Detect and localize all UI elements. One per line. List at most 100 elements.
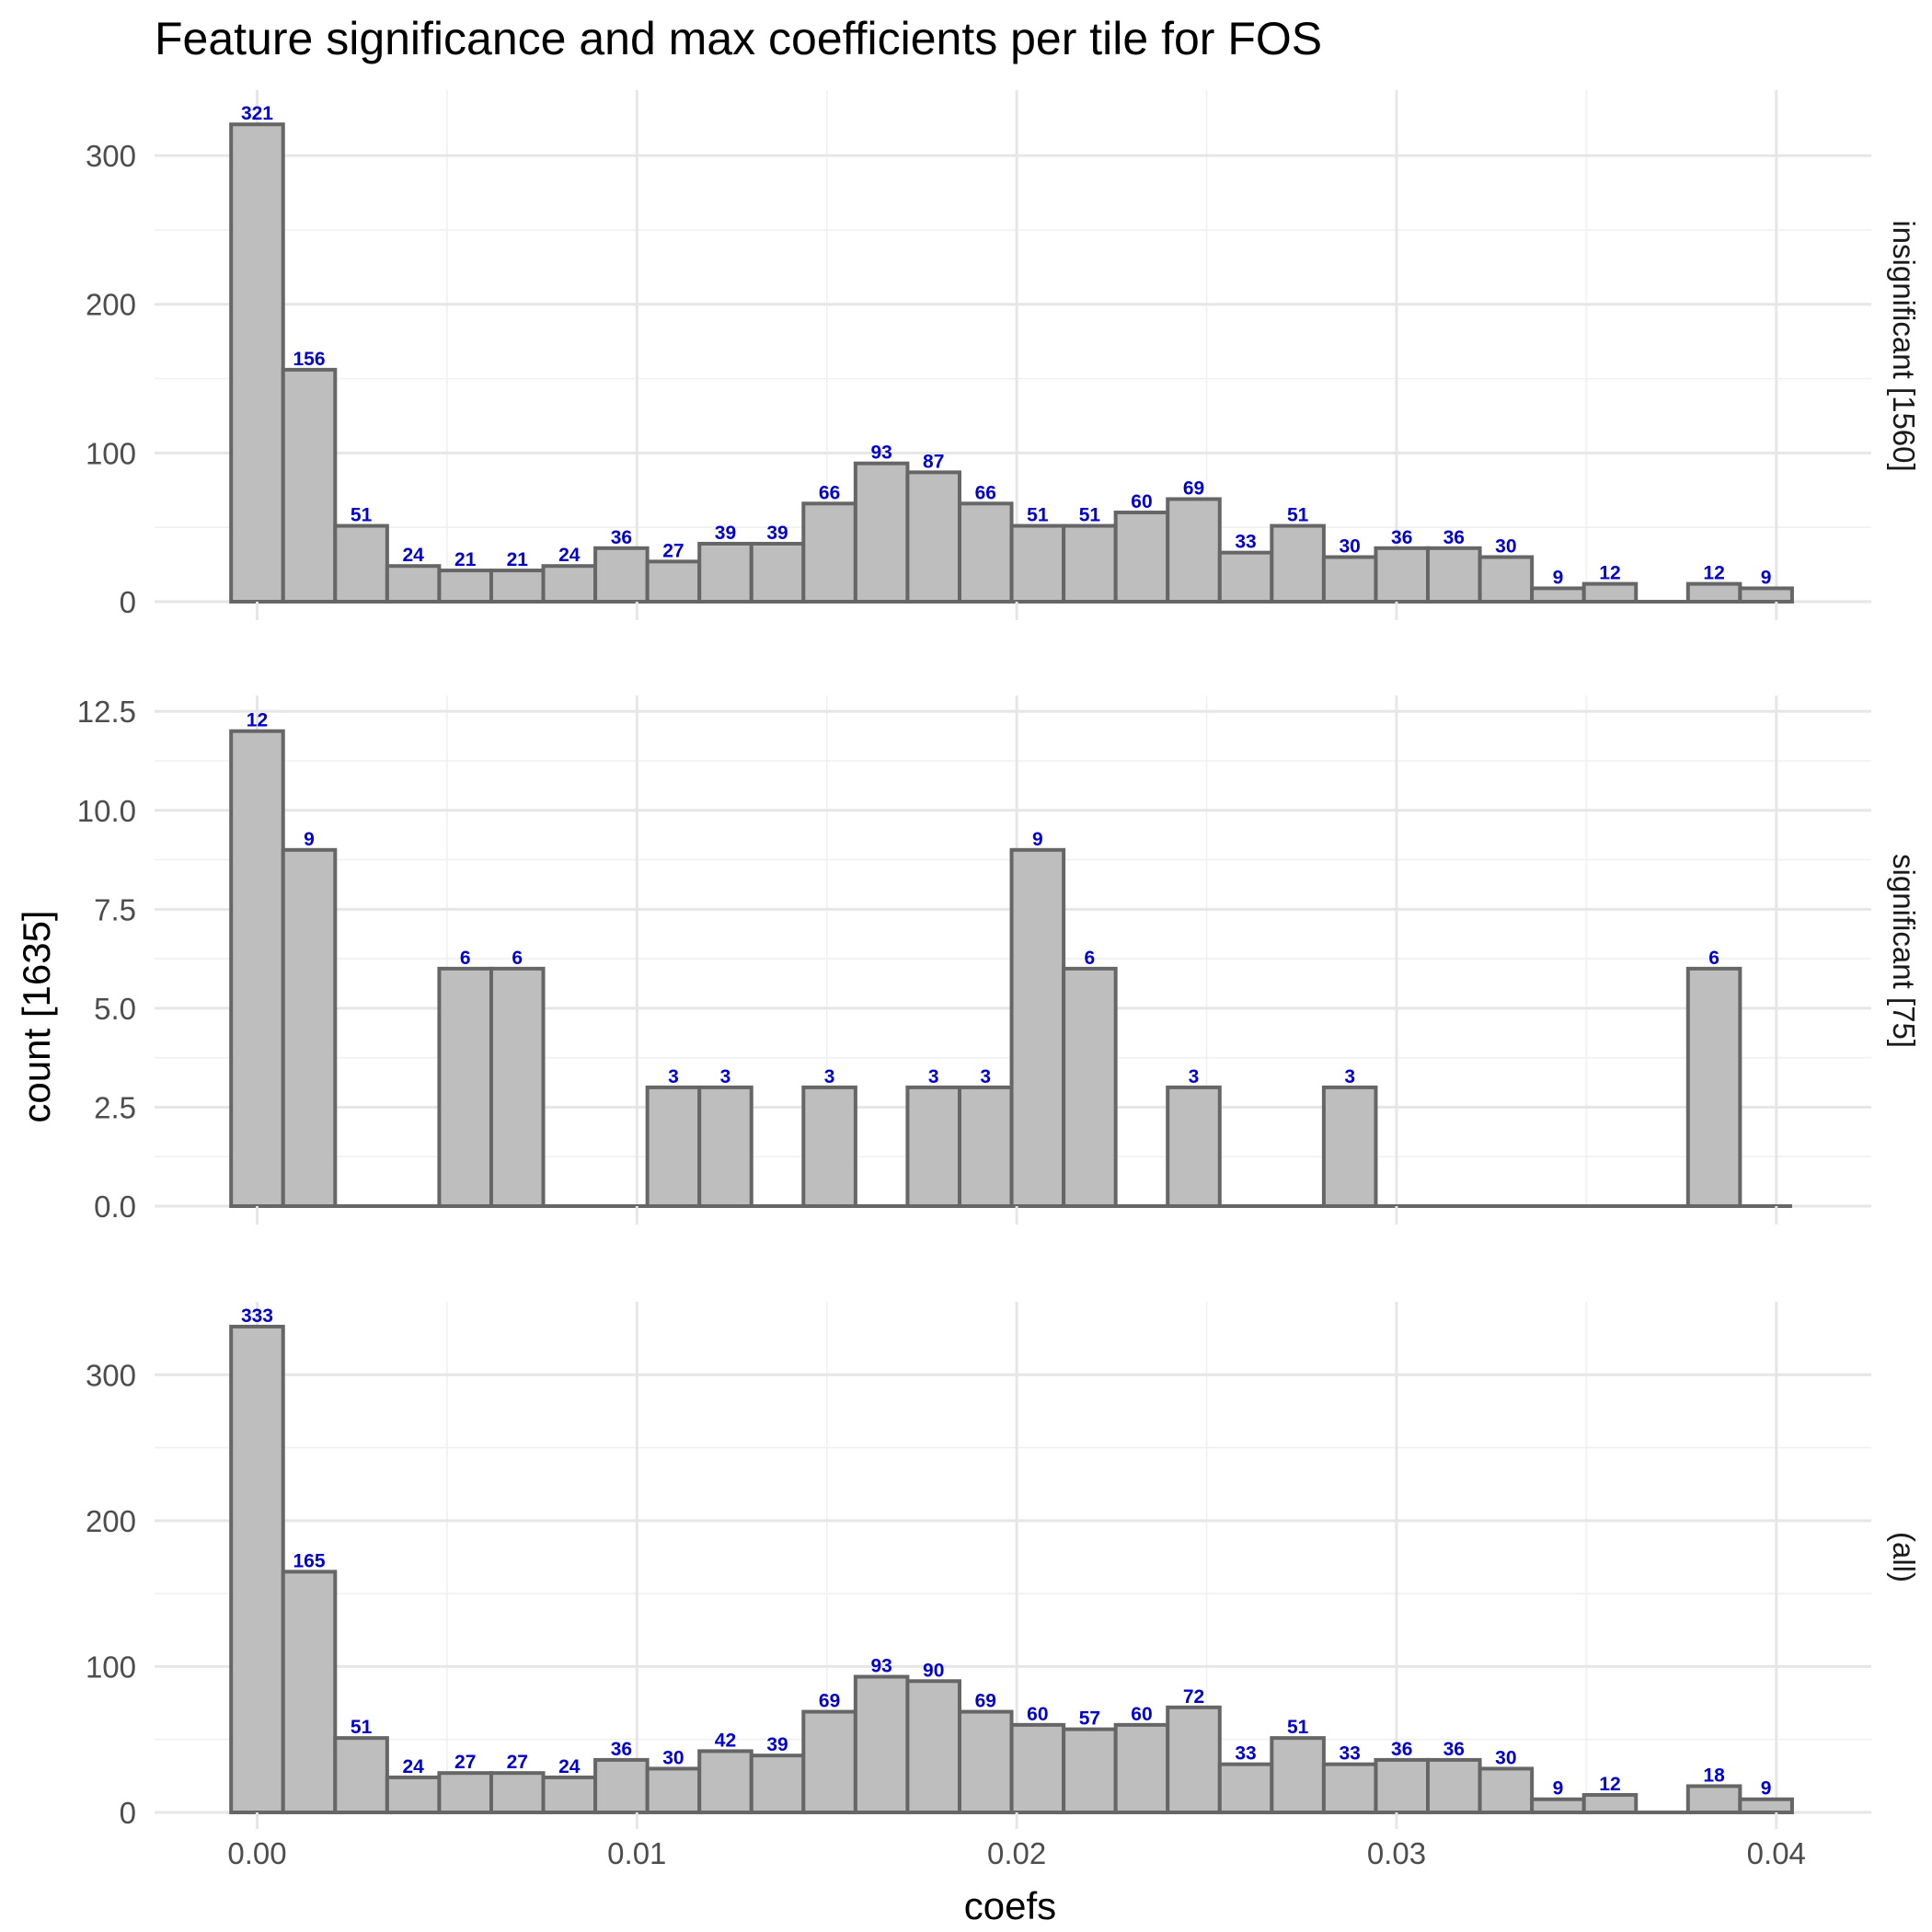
bar-value-label: 33 <box>1235 532 1256 553</box>
bar-value-label: 24 <box>402 1756 424 1777</box>
bar-value-label: 30 <box>1495 536 1516 558</box>
bar-value-label: 90 <box>923 1660 944 1681</box>
bar-value-label: 51 <box>351 505 373 526</box>
bar-value-label: 18 <box>1703 1765 1725 1786</box>
histogram-bar <box>229 122 285 604</box>
histogram-bar <box>489 1771 546 1814</box>
y-tick-label: 300 <box>86 1358 136 1392</box>
histogram-bar <box>1113 1722 1170 1815</box>
histogram-bar <box>1738 586 1794 604</box>
bar-value-label: 21 <box>507 549 529 570</box>
bar-value-label: 165 <box>293 1550 325 1571</box>
histogram-bar <box>281 1570 338 1815</box>
histogram-bar <box>281 847 338 1208</box>
histogram-bar <box>1166 497 1222 604</box>
histogram-bar <box>1166 1705 1222 1815</box>
bar-value-label: 51 <box>1027 505 1049 526</box>
histogram-bar <box>1581 1792 1639 1815</box>
bar-value-label: 51 <box>1287 505 1309 526</box>
bar-value-label: 72 <box>1183 1686 1204 1708</box>
histogram-bar <box>333 523 389 604</box>
histogram-bar <box>1062 966 1118 1208</box>
histogram-bar <box>385 564 442 604</box>
bar-value-label: 24 <box>402 545 424 566</box>
bar-value-label: 24 <box>558 545 581 566</box>
bar-value-label: 9 <box>304 829 315 850</box>
histogram-bar <box>1009 847 1066 1208</box>
bar-value-label: 60 <box>1131 1704 1152 1725</box>
histogram-bar <box>489 569 546 604</box>
bar-value-label: 36 <box>611 527 632 548</box>
bar-value-label: 3 <box>668 1066 679 1087</box>
bar-value-label: 60 <box>1131 491 1152 512</box>
bar-value-label: 6 <box>1708 948 1719 969</box>
bar-value-label: 3 <box>1189 1066 1200 1087</box>
y-tick-label: 200 <box>86 288 136 322</box>
bar-value-label: 51 <box>1287 1717 1309 1738</box>
bar-value-label: 321 <box>241 103 273 124</box>
histogram-bar <box>1426 546 1482 604</box>
bar-value-label: 39 <box>766 1734 788 1755</box>
bar-value-label: 6 <box>1085 948 1096 969</box>
histogram-bar <box>697 1085 753 1208</box>
bar-value-label: 36 <box>1391 527 1412 548</box>
histogram-bar <box>801 1085 857 1208</box>
bar-value-label: 87 <box>923 451 944 472</box>
histogram-bar <box>1321 555 1378 604</box>
bar-value-label: 21 <box>454 549 477 570</box>
bar-value-label: 69 <box>819 1691 840 1712</box>
y-tick-label: 12.5 <box>77 695 136 729</box>
y-tick-label: 7.5 <box>94 892 136 926</box>
histogram-bar <box>229 729 285 1208</box>
bar-value-label: 27 <box>454 1752 476 1773</box>
bar-value-label: 39 <box>766 523 788 544</box>
bar-value-label: 51 <box>351 1717 373 1738</box>
panel-3: 0 100 200 300 333 165 51 24 27 27 24 36 30 42 39 69 93 90… <box>86 1302 1921 1830</box>
chart-title: Feature significance and max coefficient… <box>155 13 1322 64</box>
bar-value-label: 12 <box>247 710 268 731</box>
bar-value-label: 3 <box>980 1066 991 1087</box>
histogram-bar <box>385 1775 442 1815</box>
histogram-bar <box>801 501 857 604</box>
bar-value-label: 12 <box>1599 1774 1620 1795</box>
histogram-bar <box>749 1754 806 1814</box>
histogram-bar <box>1270 523 1326 604</box>
histogram-bar <box>957 501 1014 604</box>
bar-value-label: 12 <box>1599 563 1620 584</box>
histogram-bar <box>749 541 806 604</box>
bar-value-label: 66 <box>819 482 840 503</box>
y-axis-title: count [1635] <box>15 910 58 1122</box>
bar-value-label: 6 <box>512 948 523 969</box>
histogram-bar <box>905 470 961 604</box>
x-axis-title: coefs <box>964 1884 1056 1927</box>
histogram-bar <box>645 559 702 604</box>
bar-value-label: 36 <box>1443 527 1465 548</box>
x-tick-label: 0.04 <box>1747 1836 1806 1870</box>
histogram-bar <box>1738 1797 1794 1814</box>
histogram-bar <box>1581 581 1639 604</box>
histogram-bar <box>437 569 493 604</box>
facet-strip-label: insignificant [1560] <box>1887 220 1921 471</box>
y-tick-label: 100 <box>86 436 136 470</box>
histogram-bar <box>489 966 546 1208</box>
bar-value-label: 60 <box>1027 1704 1048 1725</box>
histogram-bar <box>1217 1762 1274 1814</box>
bar-value-label: 3 <box>720 1066 731 1087</box>
bar-value-label: 93 <box>870 443 891 464</box>
histogram-bar <box>281 367 338 604</box>
x-tick-label: 0.02 <box>987 1836 1046 1870</box>
bar-value-label: 3 <box>1344 1066 1355 1087</box>
bar-value-label: 66 <box>975 482 996 503</box>
bar-value-label: 9 <box>1032 829 1043 850</box>
histogram-bar <box>541 564 598 604</box>
histogram-bar <box>1217 550 1274 604</box>
histogram-bar <box>437 1771 493 1814</box>
histogram-bar <box>593 546 650 604</box>
bar-value-label: 3 <box>928 1066 939 1087</box>
bar-value-label: 36 <box>1391 1739 1412 1760</box>
histogram-bar <box>697 1749 753 1815</box>
bar-value-label: 36 <box>1443 1739 1465 1760</box>
y-tick-label: 100 <box>86 1650 136 1684</box>
bar-value-label: 9 <box>1553 567 1564 588</box>
